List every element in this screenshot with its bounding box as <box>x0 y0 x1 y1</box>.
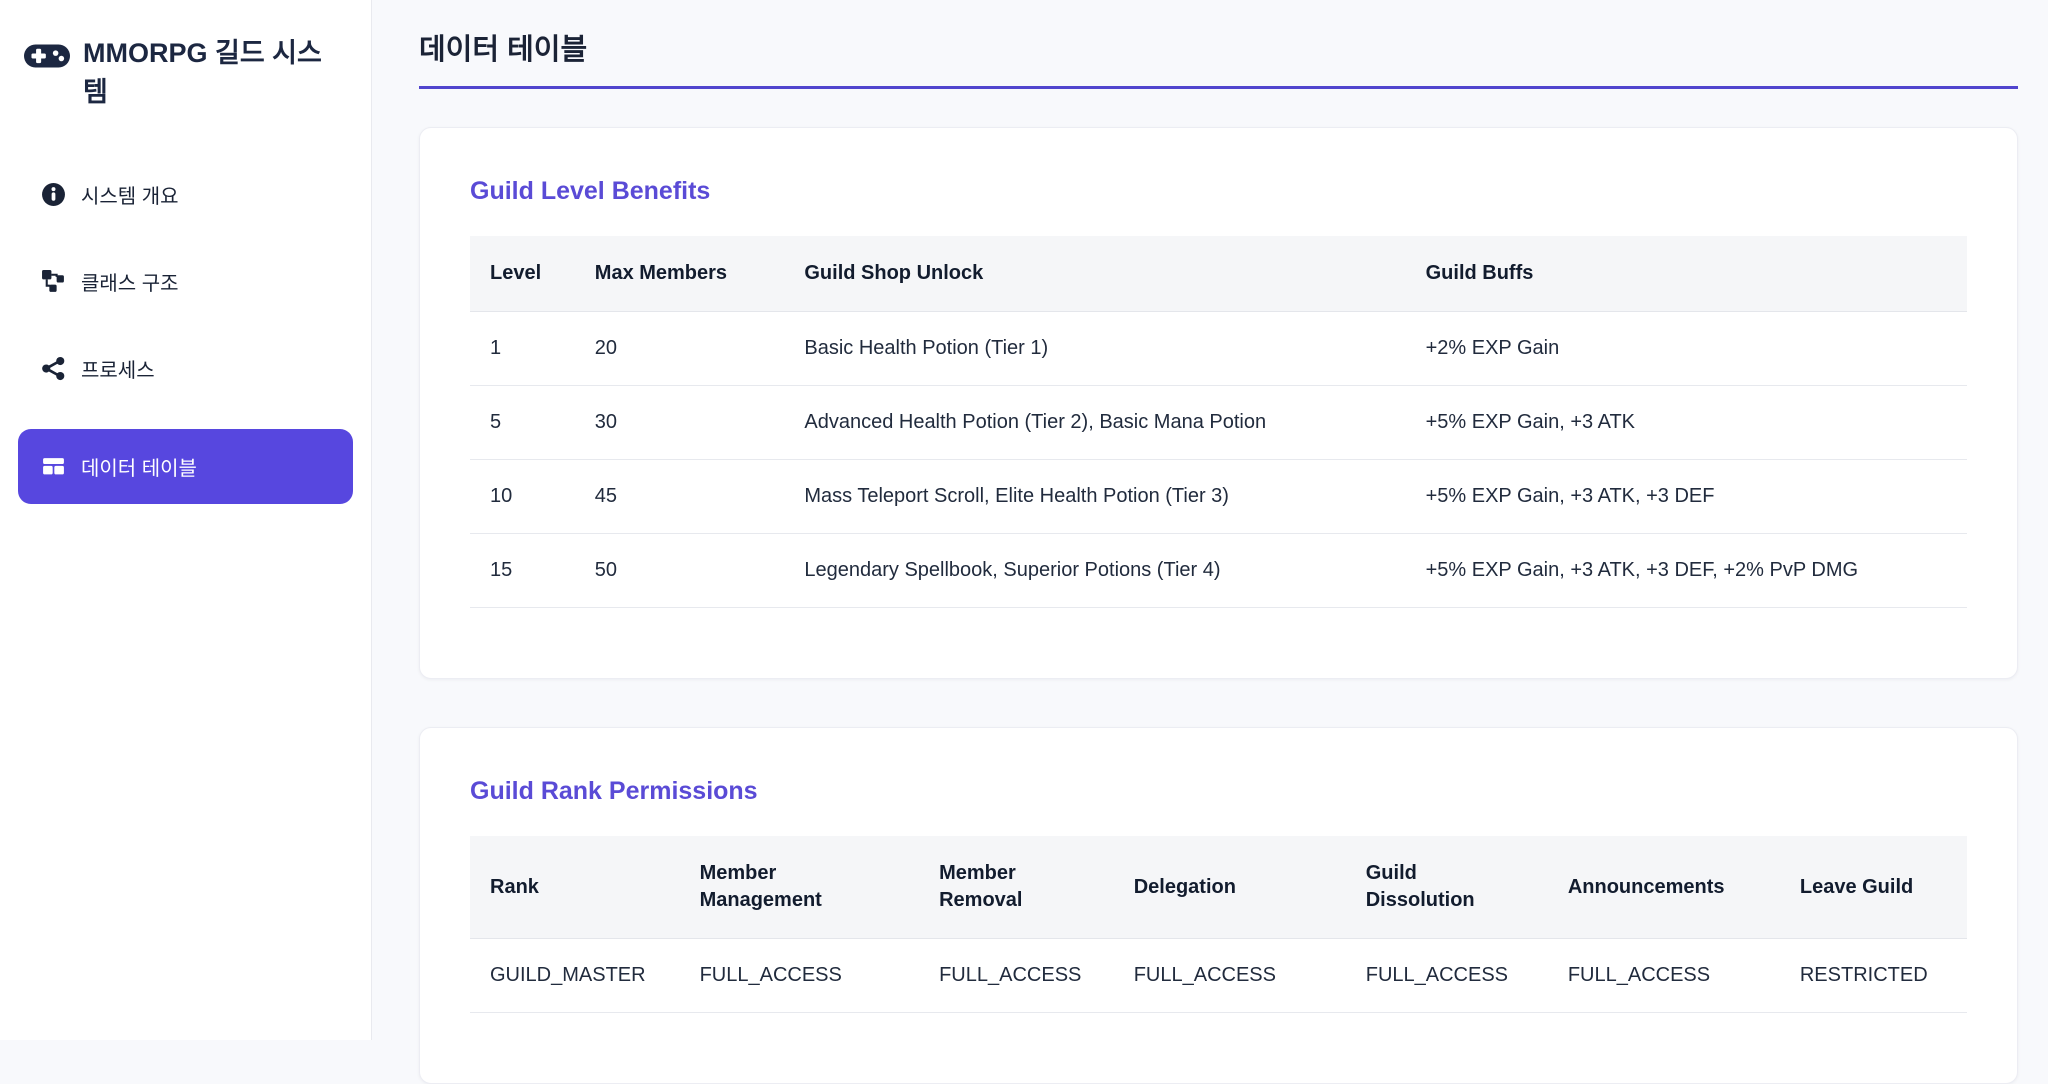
sidebar: MMORPG 길드 시스템 시스템 개요 <box>0 0 372 1040</box>
main-content: 데이터 테이블 Guild Level Benefits Level Max M… <box>372 0 2048 1084</box>
cell-max-members: 45 <box>574 459 785 534</box>
column-header: Leave Guild <box>1779 836 1967 939</box>
table-row: 10 45 Mass Teleport Scroll, Elite Health… <box>470 459 1967 534</box>
guild-level-benefits-card: Guild Level Benefits Level Max Members G… <box>419 127 2018 679</box>
sidebar-item-label: 클래스 구조 <box>81 273 179 296</box>
cell-member-removal: FULL_ACCESS <box>919 938 1114 1013</box>
cell-guild-buffs: +5% EXP Gain, +3 ATK, +3 DEF <box>1405 459 1967 534</box>
table-row: GUILD_MASTER FULL_ACCESS FULL_ACCESS FUL… <box>470 938 1967 1013</box>
cell-max-members: 30 <box>574 385 785 460</box>
app-title: MMORPG 길드 시스템 <box>83 38 322 108</box>
table-icon <box>40 454 66 480</box>
cell-delegation: FULL_ACCESS <box>1113 938 1346 1013</box>
app-brand: MMORPG 길드 시스템 <box>24 34 353 112</box>
column-header: Max Members <box>574 236 785 312</box>
share-nodes-icon <box>40 356 66 382</box>
cell-level: 15 <box>470 533 575 608</box>
cell-member-management: FULL_ACCESS <box>679 938 920 1013</box>
column-header: Member Removal <box>919 836 1114 939</box>
guild-rank-permissions-table: Rank Member Management Member Removal De… <box>470 836 1967 1013</box>
sidebar-item-system-overview[interactable]: 시스템 개요 <box>18 168 353 221</box>
guild-level-benefits-table: Level Max Members Guild Shop Unlock Guil… <box>470 236 1967 608</box>
column-header: Guild Dissolution <box>1345 836 1548 939</box>
column-header: Guild Shop Unlock <box>784 236 1406 312</box>
page-title: 데이터 테이블 <box>419 26 2018 89</box>
guild-rank-permissions-card: Guild Rank Permissions Rank Member Manag… <box>419 727 2018 1084</box>
info-circle-icon <box>40 182 66 208</box>
cell-guild-buffs: +5% EXP Gain, +3 ATK <box>1405 385 1967 460</box>
cell-leave-guild: RESTRICTED <box>1779 938 1967 1013</box>
column-header: Member Management <box>679 836 920 939</box>
sidebar-item-process[interactable]: 프로세스 <box>18 342 353 395</box>
column-header: Announcements <box>1547 836 1780 939</box>
cell-max-members: 50 <box>574 533 785 608</box>
column-header: Level <box>470 236 575 312</box>
sidebar-item-label: 프로세스 <box>81 360 155 383</box>
sidebar-item-class-structure[interactable]: 클래스 구조 <box>18 255 353 308</box>
cell-shop-unlock: Legendary Spellbook, Superior Potions (T… <box>784 533 1406 608</box>
gamepad-icon <box>24 41 70 71</box>
sidebar-nav: 시스템 개요 클래스 구조 <box>18 168 353 505</box>
card-title: Guild Level Benefits <box>470 177 711 205</box>
cell-level: 5 <box>470 385 575 460</box>
cell-guild-buffs: +5% EXP Gain, +3 ATK, +3 DEF, +2% PvP DM… <box>1405 533 1967 608</box>
table-header-row: Level Max Members Guild Shop Unlock Guil… <box>470 236 1967 312</box>
cell-rank: GUILD_MASTER <box>470 938 680 1013</box>
cell-shop-unlock: Advanced Health Potion (Tier 2), Basic M… <box>784 385 1406 460</box>
cell-guild-buffs: +2% EXP Gain <box>1405 311 1967 386</box>
sidebar-item-label: 시스템 개요 <box>81 186 179 209</box>
table-row: 5 30 Advanced Health Potion (Tier 2), Ba… <box>470 385 1967 460</box>
diagram-project-icon <box>40 269 66 295</box>
column-header: Guild Buffs <box>1405 236 1967 312</box>
cell-shop-unlock: Mass Teleport Scroll, Elite Health Potio… <box>784 459 1406 534</box>
cell-max-members: 20 <box>574 311 785 386</box>
column-header: Rank <box>470 836 680 939</box>
table-header-row: Rank Member Management Member Removal De… <box>470 836 1967 939</box>
cell-level: 1 <box>470 311 575 386</box>
table-row: 1 20 Basic Health Potion (Tier 1) +2% EX… <box>470 311 1967 386</box>
cell-shop-unlock: Basic Health Potion (Tier 1) <box>784 311 1406 386</box>
column-header: Delegation <box>1113 836 1346 939</box>
sidebar-item-label: 데이터 테이블 <box>81 458 197 481</box>
table-row: 15 50 Legendary Spellbook, Superior Poti… <box>470 533 1967 608</box>
cell-announcements: FULL_ACCESS <box>1547 938 1780 1013</box>
cell-level: 10 <box>470 459 575 534</box>
cell-guild-dissolution: FULL_ACCESS <box>1345 938 1548 1013</box>
sidebar-item-data-tables[interactable]: 데이터 테이블 <box>18 429 353 505</box>
card-title: Guild Rank Permissions <box>470 777 758 805</box>
